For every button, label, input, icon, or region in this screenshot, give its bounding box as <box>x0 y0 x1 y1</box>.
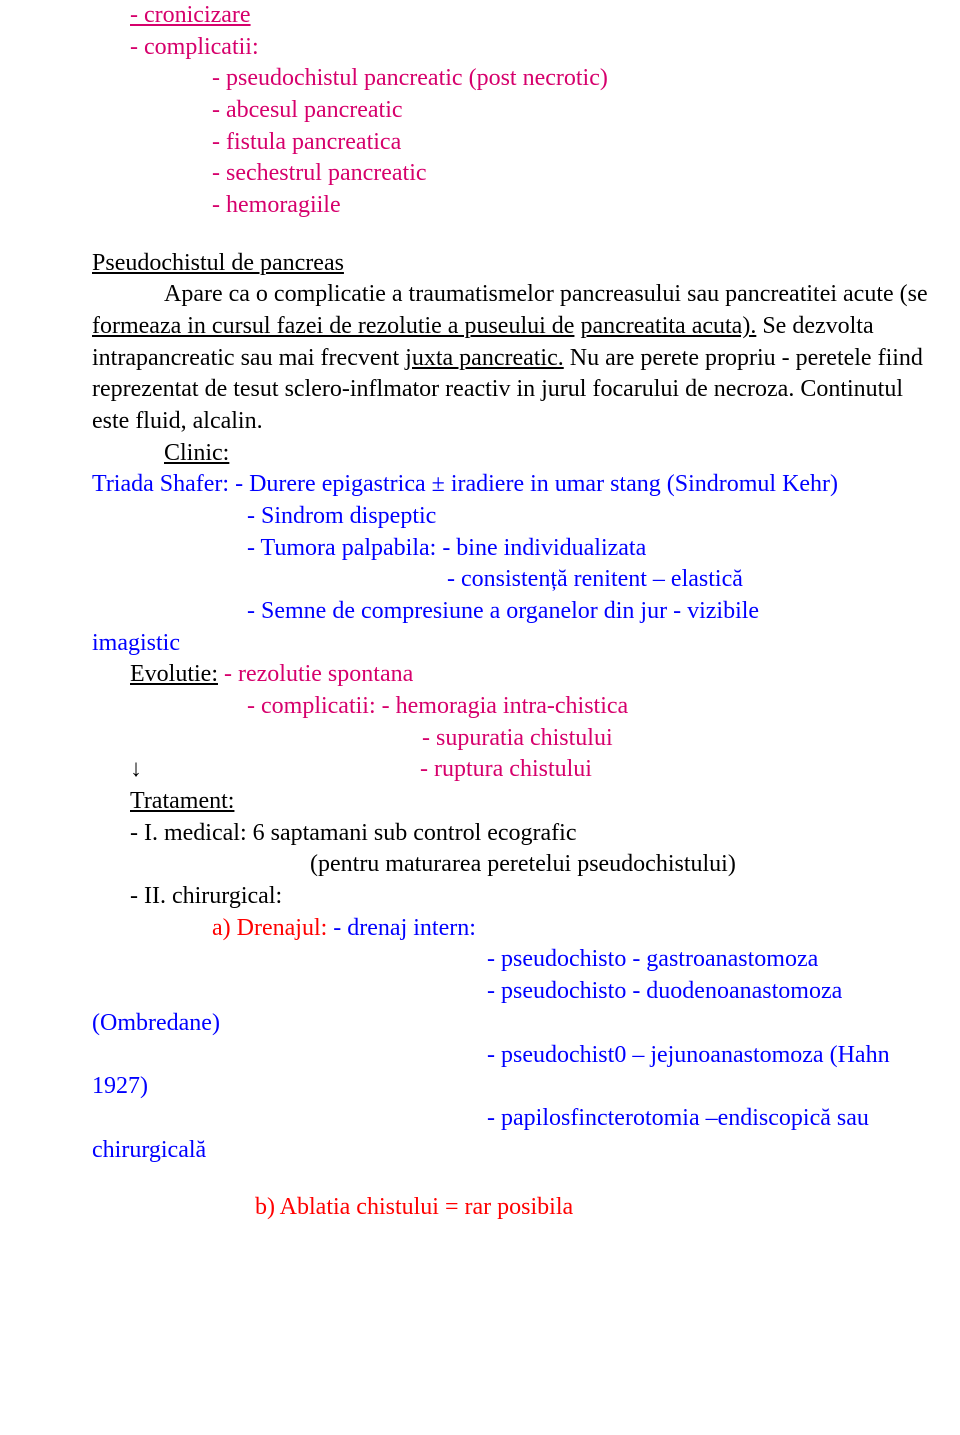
evolutie-line: Evolutie: - rezolutie spontana <box>130 659 942 691</box>
evolutie-hemoragia: - hemoragia intra-chistica <box>376 693 629 719</box>
chirurgicala: chirurgicală <box>92 1135 942 1167</box>
ombredane: (Ombredane) <box>92 1008 942 1040</box>
down-arrow: ↓ <box>130 754 420 786</box>
trat-chir-label: - II. chirurgical: <box>130 881 942 913</box>
drenaj-a: a) Drenajul: <box>212 915 327 941</box>
tratament-label: Tratament: <box>130 786 942 818</box>
triada-tumora: - Tumora palpabila: - bine individualiza… <box>247 533 942 565</box>
clinic-label: Clinic: <box>164 440 229 466</box>
paragraph-1: Apare ca o complicatie a traumatismelor … <box>92 279 942 437</box>
comp-abces: - abcesul pancreatic <box>212 95 942 127</box>
trat-medical-sub: (pentru maturarea peretelui pseudochistu… <box>310 849 942 881</box>
drenaj-gastro: - pseudochisto - gastroanastomoza <box>487 944 942 976</box>
trat-medical: - I. medical: 6 saptamani sub control ec… <box>130 818 942 850</box>
spacer <box>92 222 942 248</box>
evolutie-ruptura: - ruptura chistului <box>420 754 592 786</box>
triada-semne: - Semne de compresiune a organelor din j… <box>247 596 942 628</box>
spacer-2 <box>92 1166 942 1192</box>
triada-consistenta: - consistență renitent – elastică <box>447 564 942 596</box>
complicatii-label: - complicatii: <box>130 34 259 60</box>
triada-line1: Triada Shafer: - Durere epigastrica ± ir… <box>92 471 838 497</box>
comp-sechestru: - sechestrul pancreatic <box>212 158 942 190</box>
comp-pseudochist: - pseudochistul pancreatic (post necroti… <box>212 63 942 95</box>
jejuno: - pseudochist0 – jejunoanastomoza (Hahn <box>487 1040 942 1072</box>
p1-u1: formeaza in cursul fazei de rezolutie a … <box>92 313 574 339</box>
arrow-ruptura-row: ↓ - ruptura chistului <box>92 754 942 786</box>
top-complicatii: - complicatii: <box>130 32 942 64</box>
triada-dispeptic: - Sindrom dispeptic <box>247 501 942 533</box>
evolutie-rez: - rezolutie spontana <box>218 661 413 687</box>
section-title: Pseudochistul de pancreas <box>92 248 942 280</box>
ablatia: b) Ablatia chistului = rar posibila <box>255 1192 942 1224</box>
year-1927: 1927) <box>92 1071 942 1103</box>
top-cronicizare: - cronicizare <box>130 0 942 32</box>
triada-imagistic: imagistic <box>92 628 942 660</box>
cronicizare-text: - cronicizare <box>130 2 251 28</box>
comp-fistula: - fistula pancreatica <box>212 127 942 159</box>
drenaj-duodeno: - pseudochisto - duodenoanastomoza <box>487 976 942 1008</box>
p1-u3: juxta pancreatic. <box>405 345 564 371</box>
comp-hemoragii: - hemoragiile <box>212 190 942 222</box>
clinic-line: Clinic: <box>92 438 942 470</box>
evolutie-comp-label: - complicatii: <box>247 693 376 719</box>
triada-block: Triada Shafer: - Durere epigastrica ± ir… <box>92 469 942 501</box>
evolutie-comp-line: - complicatii: - hemoragia intra-chistic… <box>247 691 942 723</box>
drenaj-line: a) Drenajul: - drenaj intern: <box>212 913 942 945</box>
evolutie-label: Evolutie: <box>130 661 218 687</box>
document-page: - cronicizare - complicatii: - pseudochi… <box>0 0 960 1234</box>
drenaj-intern: - drenaj intern: <box>327 915 476 941</box>
p1-u2: pancreatita acuta). <box>580 313 756 339</box>
p1-lead: Apare ca o complicatie a traumatismelor … <box>164 281 928 307</box>
papilo: - papilosfincterotomia –endiscopică sau <box>487 1103 942 1135</box>
evolutie-supuratia: - supuratia chistului <box>422 723 942 755</box>
